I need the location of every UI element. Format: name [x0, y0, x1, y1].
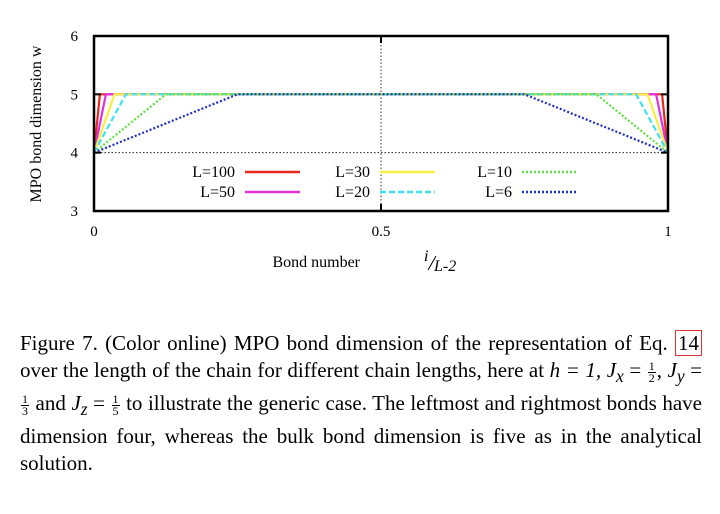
- caption-part2: over the length of the chain for differe…: [20, 358, 550, 382]
- y-axis-label: MPO bond dimension w: [28, 45, 45, 202]
- caption-jy: J: [667, 358, 677, 382]
- caption-eq3: =: [87, 391, 111, 416]
- figure-caption: Figure 7. (Color online) MPO bond dimens…: [20, 330, 703, 476]
- series-lines: [92, 93, 670, 154]
- caption-part1: Figure 7. (Color online) MPO bond dimens…: [20, 331, 675, 355]
- caption-jx-sub: x: [616, 366, 624, 387]
- caption-part3: to illustrate the generic case. The left…: [20, 391, 702, 476]
- x-axis-label-slash: [427, 255, 437, 271]
- x-tick-label: 0: [90, 224, 98, 240]
- legend-label-L=20: L=20: [335, 184, 370, 201]
- x-axis-label-den: L-2: [433, 258, 456, 275]
- y-tick-label: 5: [71, 87, 79, 103]
- x-axis-label-num: i: [424, 248, 428, 265]
- x-axis-label: Bond number i L-2: [272, 248, 456, 275]
- series-line-L=10: [93, 93, 669, 154]
- legend-label-L=100: L=100: [192, 164, 235, 181]
- grid-lines: [94, 36, 668, 211]
- series-line-L=30: [92, 93, 670, 154]
- legend-label-L=6: L=6: [485, 184, 512, 201]
- y-tick-label: 4: [71, 146, 79, 162]
- y-tick-label: 3: [71, 204, 79, 220]
- x-tick-label: 1: [664, 224, 672, 240]
- caption-jz: J: [71, 391, 81, 416]
- series-line-L=6: [93, 93, 669, 154]
- axis-tick-labels: 0 0.5 1 3 4 5 6: [71, 29, 672, 240]
- legend-label-L=30: L=30: [335, 164, 370, 181]
- caption-jz-sub: z: [80, 399, 88, 420]
- caption-jx: J: [606, 358, 617, 382]
- caption-h-eq: h = 1,: [549, 358, 607, 382]
- caption-and: and: [30, 391, 72, 416]
- legend-label-L=50: L=50: [200, 184, 235, 201]
- chart: 0 0.5 1 3 4 5 6 MPO bond dimension w Bond numb…: [28, 29, 672, 275]
- caption-eq-ref[interactable]: 14: [675, 330, 702, 356]
- caption-eq1: =: [623, 358, 647, 382]
- axis-ticks: [93, 35, 669, 212]
- x-tick-label: 0.5: [372, 224, 391, 240]
- y-tick-label: 6: [71, 29, 79, 45]
- x-axis-label-main: Bond number: [272, 254, 360, 271]
- caption-eq2: =: [684, 358, 703, 382]
- legend-label-L=10: L=10: [477, 164, 512, 181]
- legend: L=100 L=50 L=30 L=20 L=10 L=6: [192, 164, 577, 201]
- caption-jy-sub: y: [676, 366, 685, 387]
